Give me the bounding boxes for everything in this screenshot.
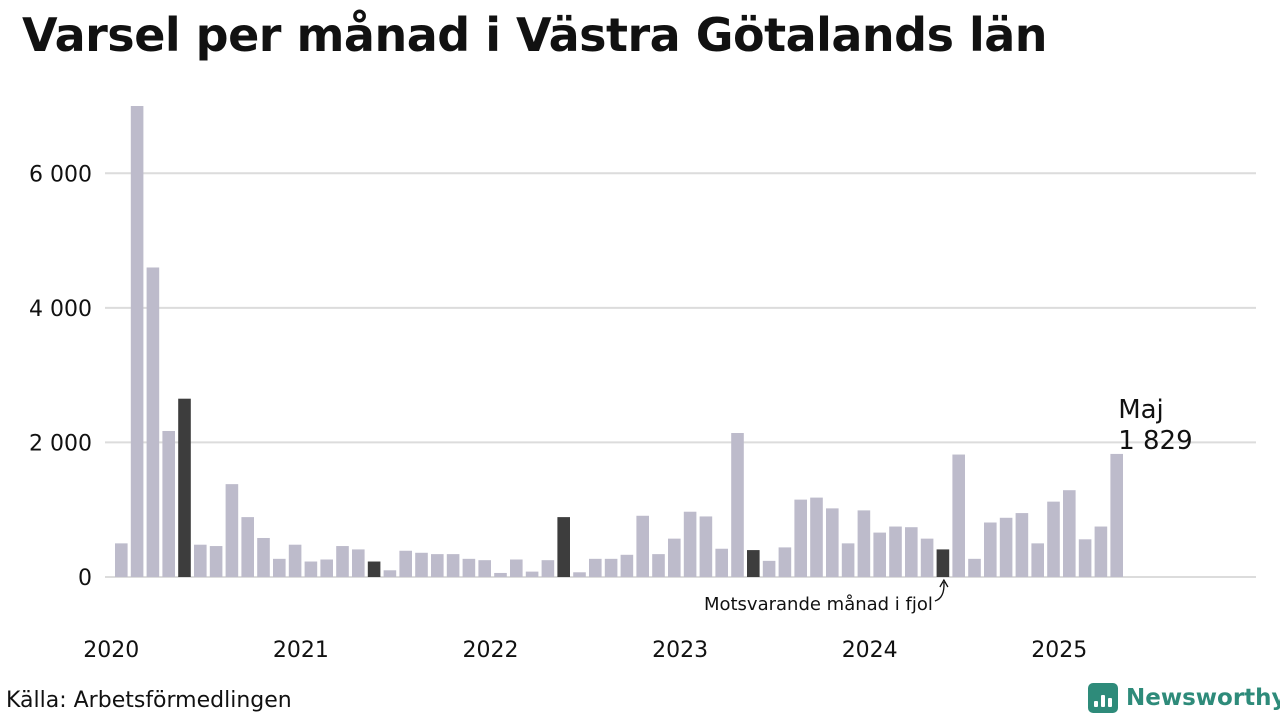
x-tick-label: 2021: [273, 638, 329, 663]
bar: [1015, 513, 1029, 577]
bar: [525, 571, 539, 577]
x-tick-label: 2022: [463, 638, 519, 663]
bar: [162, 430, 175, 577]
bar: [604, 558, 618, 577]
bar: [304, 561, 318, 577]
bar: [241, 517, 254, 577]
bar: [383, 570, 397, 577]
bar: [968, 558, 981, 577]
bar: [620, 554, 634, 577]
current-month-label: Maj: [1118, 395, 1164, 425]
bar: [1063, 490, 1076, 577]
bar: [636, 515, 649, 577]
y-tick-label: 4 000: [29, 297, 92, 322]
bar: [257, 537, 270, 577]
y-tick-label: 2 000: [29, 431, 92, 456]
same-month-last-year-bar: [557, 517, 570, 577]
bar: [1110, 453, 1123, 577]
bar: [573, 572, 586, 577]
y-tick-label: 0: [78, 566, 92, 591]
bar: [273, 558, 286, 577]
bar: [920, 538, 934, 577]
bar: [905, 527, 918, 577]
bar: [762, 560, 776, 577]
bar: [715, 548, 728, 577]
bar: [478, 560, 491, 577]
bar: [194, 544, 207, 577]
bar: [209, 546, 223, 577]
bar: [510, 559, 523, 577]
y-tick-label: 6 000: [29, 162, 92, 187]
bar: [810, 497, 823, 577]
bar: [668, 538, 681, 577]
bar: [1031, 543, 1044, 577]
same-month-last-year-bar: [747, 550, 760, 577]
bar: [778, 547, 792, 577]
bar: [336, 546, 349, 577]
brand-logo: Newsworthy: [1088, 683, 1280, 713]
bar: [889, 526, 902, 577]
bar: [873, 532, 886, 577]
bar: [415, 552, 428, 577]
bar: [225, 484, 239, 577]
bar: [115, 543, 128, 577]
bar: [541, 560, 555, 577]
bar: [146, 267, 160, 577]
source-note: Källa: Arbetsförmedlingen: [6, 688, 292, 713]
x-tick-label: 2024: [842, 638, 898, 663]
annotation-arrow: [934, 581, 945, 602]
bar: [320, 559, 333, 577]
annotation-text: Motsvarande månad i fjol: [704, 594, 933, 615]
same-month-last-year-bar: [936, 549, 950, 577]
current-value-label: 1 829: [1118, 426, 1192, 456]
bar: [999, 517, 1013, 577]
bar: [1078, 539, 1092, 577]
bar: [731, 433, 744, 577]
bar: [494, 572, 507, 577]
page-title: Varsel per månad i Västra Götalands län: [22, 8, 1048, 62]
bar: [857, 510, 871, 577]
bar: [826, 508, 839, 577]
bar: [984, 522, 997, 577]
chart-icon: [1088, 683, 1118, 713]
bar: [1047, 501, 1060, 577]
bar: [462, 558, 476, 577]
bar: [589, 558, 602, 577]
same-month-last-year-bar: [367, 561, 381, 577]
bar: [446, 554, 460, 577]
bar: [794, 499, 807, 577]
bar: [1094, 526, 1108, 577]
annotation-arrowhead: [939, 578, 949, 588]
bar: [683, 511, 697, 577]
x-tick-label: 2025: [1031, 638, 1087, 663]
x-tick-label: 2023: [652, 638, 708, 663]
bar: [652, 554, 665, 577]
x-tick-label: 2020: [83, 638, 139, 663]
same-month-last-year-bar: [178, 398, 191, 577]
brand-name: Newsworthy: [1126, 685, 1280, 711]
bar: [841, 543, 855, 577]
bar: [431, 554, 444, 577]
bar: [699, 516, 713, 577]
bar: [352, 549, 365, 577]
bar: [952, 454, 965, 577]
bar: [288, 544, 302, 577]
bar: [399, 550, 412, 577]
bar: [130, 106, 144, 577]
